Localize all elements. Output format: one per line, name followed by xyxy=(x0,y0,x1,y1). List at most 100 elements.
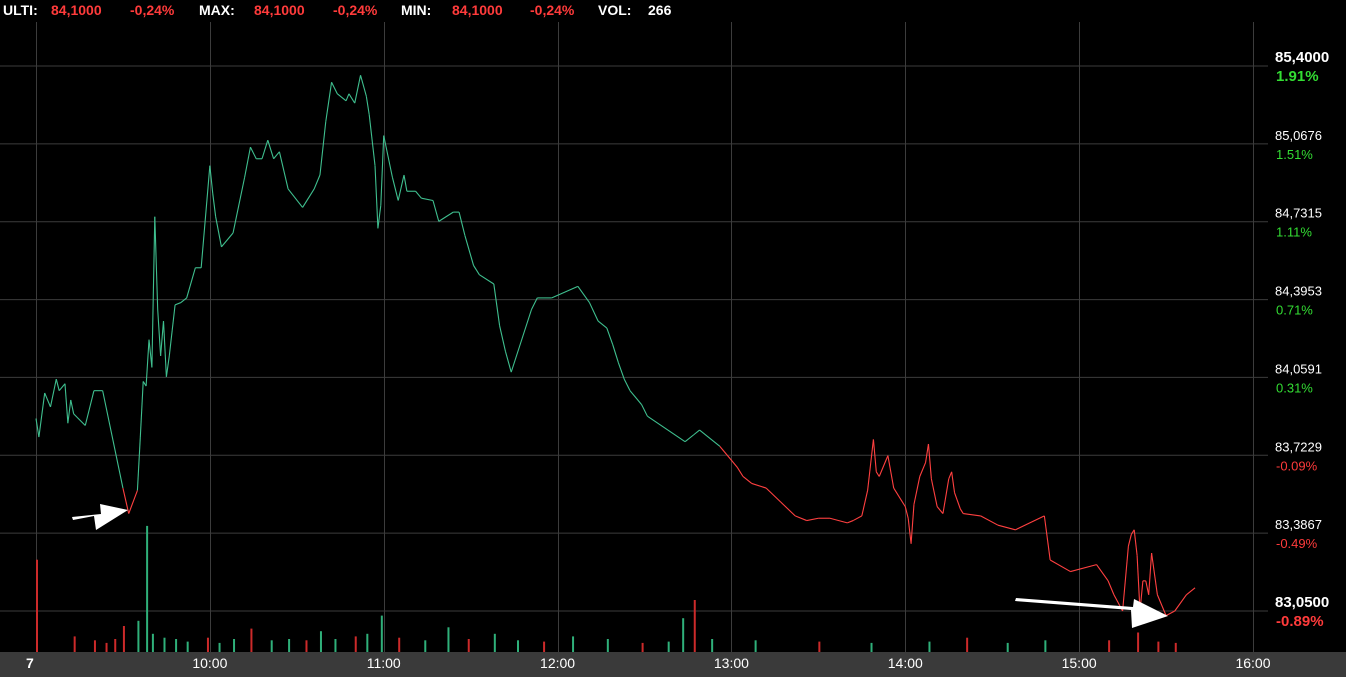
price-segment xyxy=(861,490,869,517)
last-change: -0,24% xyxy=(130,2,175,18)
volume-bar xyxy=(288,639,291,652)
price-segment xyxy=(997,524,1016,531)
price-segment xyxy=(948,471,953,480)
volume-bar xyxy=(1174,642,1177,652)
price-segment xyxy=(267,140,275,159)
y-tick-price: 84,0591 xyxy=(1275,361,1322,376)
price-segment xyxy=(102,390,124,489)
y-tick-percent: -0.89% xyxy=(1276,613,1324,630)
price-segment xyxy=(1049,559,1071,573)
y-tick-percent: 0.71% xyxy=(1276,303,1313,318)
volume-bar xyxy=(186,641,189,652)
price-segment xyxy=(160,321,165,356)
price-segment xyxy=(1133,529,1138,556)
price-segment xyxy=(893,487,906,507)
volume-bars xyxy=(36,525,1177,652)
volume-bar xyxy=(105,642,108,652)
price-segment xyxy=(794,515,807,522)
volume-bar xyxy=(1006,642,1009,652)
price-segment xyxy=(919,462,927,477)
price-segment xyxy=(171,304,176,331)
volume-bar xyxy=(206,637,209,652)
price-segment xyxy=(421,197,434,202)
volume-bar xyxy=(447,627,450,652)
y-tick-percent: 1.91% xyxy=(1276,68,1319,85)
y-tick-percent: -0.49% xyxy=(1276,536,1318,551)
price-segment xyxy=(959,508,964,514)
volume-bar xyxy=(163,637,166,652)
price-segment xyxy=(162,321,167,377)
price-segment xyxy=(157,309,162,356)
price-segment xyxy=(473,265,480,276)
price-segment xyxy=(200,165,211,268)
price-segment xyxy=(942,478,950,514)
y-tick-price: 83,0500 xyxy=(1275,594,1329,611)
price-segment xyxy=(963,513,981,517)
price-segment xyxy=(35,418,40,438)
price-segment xyxy=(380,135,385,206)
price-segment xyxy=(780,501,796,517)
price-segment xyxy=(806,517,819,522)
volume-bar xyxy=(146,525,149,652)
volume-bar xyxy=(1108,640,1111,652)
price-segment xyxy=(623,378,631,391)
price-segment xyxy=(249,146,257,160)
price-line xyxy=(35,75,1196,617)
price-segment xyxy=(122,487,130,514)
price-segment xyxy=(136,437,141,491)
price-segment xyxy=(174,302,182,306)
price-segment xyxy=(73,413,86,426)
volume-bar xyxy=(218,642,221,652)
price-segment xyxy=(493,283,501,326)
price-segment xyxy=(313,174,321,190)
price-segment xyxy=(684,434,695,443)
y-tick-price: 84,7315 xyxy=(1275,206,1322,221)
price-segment xyxy=(331,81,338,95)
price-segment xyxy=(954,492,961,510)
y-tick-price: 83,3867 xyxy=(1275,517,1322,532)
volume-bar xyxy=(366,633,369,652)
price-segment xyxy=(1130,529,1135,535)
price-segment xyxy=(606,327,614,345)
price-segment xyxy=(145,339,150,387)
price-segment xyxy=(629,390,643,405)
price-segment xyxy=(139,381,144,438)
min-value: 84,1000 xyxy=(452,2,503,18)
price-segment xyxy=(1043,515,1051,561)
volume-bar xyxy=(682,618,685,652)
price-segment xyxy=(212,193,217,217)
price-segment xyxy=(1070,564,1097,573)
price-segment xyxy=(1165,610,1176,617)
price-segment xyxy=(209,165,214,194)
price-segment xyxy=(49,378,57,408)
volume-bar xyxy=(966,637,969,652)
price-segment xyxy=(391,177,399,201)
price-segment xyxy=(84,390,95,426)
price-segment xyxy=(1096,564,1109,582)
volume-bar xyxy=(870,642,873,652)
price-segment xyxy=(165,355,170,377)
price-segment xyxy=(847,520,854,524)
volume-bar xyxy=(151,633,154,652)
price-segment xyxy=(67,399,72,424)
quote-header: ULTI: 84,1000 -0,24% MAX: 84,1000 -0,24%… xyxy=(0,0,1346,22)
price-segment xyxy=(719,445,732,461)
price-segment xyxy=(383,135,393,178)
price-segment xyxy=(736,466,744,477)
price-segment xyxy=(1148,552,1153,595)
price-segment xyxy=(930,478,938,507)
volume-bar xyxy=(114,639,117,652)
volume-bar xyxy=(73,636,76,652)
y-tick-percent: 0.31% xyxy=(1276,380,1313,395)
price-segment xyxy=(397,174,405,201)
price-segment xyxy=(360,75,367,97)
volume-bar xyxy=(711,639,714,652)
y-tick-percent: -0.09% xyxy=(1276,458,1318,473)
price-segment xyxy=(577,285,590,303)
price-segment xyxy=(337,93,347,102)
price-segment xyxy=(1127,534,1132,547)
volume-bar xyxy=(517,640,520,652)
price-segment xyxy=(504,351,512,373)
price-segment xyxy=(617,362,625,380)
